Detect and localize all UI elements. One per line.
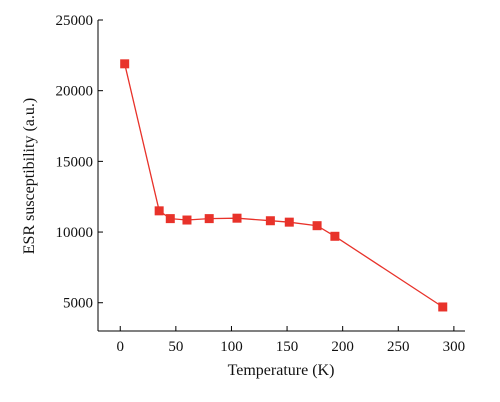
x-tick-label-100: 100 bbox=[220, 339, 243, 355]
series-0-point-10 bbox=[438, 302, 448, 312]
y-axis-title: ESR susceptibility (a.u.) bbox=[21, 98, 38, 254]
x-ticks: 0 50 100 150 200 250 300 bbox=[116, 326, 465, 355]
x-tick-label-0: 0 bbox=[116, 339, 124, 355]
series-0-point-4 bbox=[204, 214, 214, 224]
y-tick-label-5000: 5000 bbox=[63, 296, 93, 312]
y-tick-label-25000: 25000 bbox=[56, 13, 94, 29]
y-tick-label-15000: 15000 bbox=[56, 154, 94, 170]
series-0-point-9 bbox=[330, 231, 340, 241]
series-0-point-6 bbox=[265, 216, 275, 226]
series-0-point-3 bbox=[182, 215, 192, 225]
y-ticks: 5000 10000 15000 20000 25000 bbox=[56, 13, 103, 312]
series-0-point-8 bbox=[312, 221, 322, 231]
series-0-point-7 bbox=[284, 217, 294, 227]
x-axis-title: Temperature (K) bbox=[228, 362, 335, 379]
series-0-line bbox=[124, 63, 444, 308]
y-tick-label-10000: 10000 bbox=[56, 225, 94, 241]
x-tick-label-150: 150 bbox=[276, 339, 299, 355]
series-group bbox=[120, 59, 448, 312]
x-tick-label-300: 300 bbox=[443, 339, 466, 355]
axes bbox=[97, 20, 465, 332]
series-0-point-1 bbox=[154, 206, 164, 216]
series-0-point-2 bbox=[165, 214, 175, 224]
x-tick-label-250: 250 bbox=[387, 339, 410, 355]
x-tick-label-200: 200 bbox=[331, 339, 354, 355]
series-0-point-5 bbox=[232, 213, 242, 223]
y-tick-label-20000: 20000 bbox=[56, 84, 94, 100]
series-0-point-0 bbox=[120, 59, 130, 69]
x-tick-label-50: 50 bbox=[168, 339, 183, 355]
